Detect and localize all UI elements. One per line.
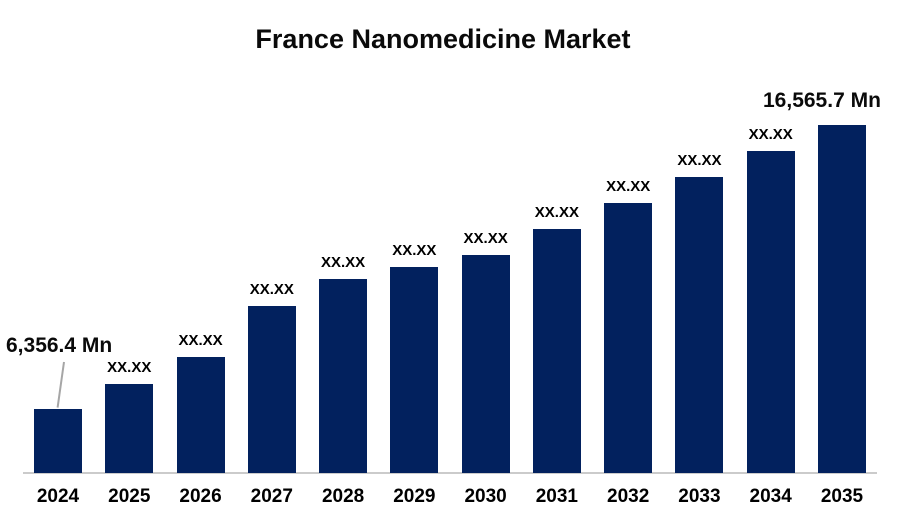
x-axis-label-2035: 2035 xyxy=(820,486,864,507)
x-axis-label-2026: 2026 xyxy=(179,486,222,507)
bar-2024 xyxy=(34,409,82,473)
bar-value-label-2030: XX.XX xyxy=(463,230,508,247)
x-axis-label-2024: 2024 xyxy=(36,486,80,507)
bar-2034 xyxy=(746,151,795,473)
x-axis-label-2034: 2034 xyxy=(749,486,792,507)
bar-value-label-2027: XX.XX xyxy=(249,281,294,298)
x-axis-label-2033: 2033 xyxy=(678,486,721,507)
bar-2035 xyxy=(817,125,866,473)
x-axis-label-2028: 2028 xyxy=(321,486,365,507)
bar-2032 xyxy=(604,203,653,473)
bar-value-label-2025: XX.XX xyxy=(107,359,152,376)
callout-leader-line xyxy=(56,361,65,408)
bar-2033 xyxy=(675,177,724,473)
bar-2025 xyxy=(105,384,154,473)
chart-title: France Nanomedicine Market xyxy=(255,24,631,54)
x-axis-label-2025: 2025 xyxy=(108,486,151,507)
x-axis-label-2030: 2030 xyxy=(464,486,507,507)
bar-2031 xyxy=(532,229,581,473)
x-axis-label-2027: 2027 xyxy=(250,486,293,507)
bar-value-label-2031: XX.XX xyxy=(534,204,579,221)
bar-2026 xyxy=(176,357,225,473)
x-axis-label-2029: 2029 xyxy=(393,486,436,507)
bar-value-label-2032: XX.XX xyxy=(606,178,651,195)
last-bar-value-label: 16,565.7 Mn xyxy=(763,89,881,112)
x-axis-label-2031: 2031 xyxy=(535,486,579,507)
x-axis-label-2032: 2032 xyxy=(607,486,650,507)
bar-2030 xyxy=(461,255,510,473)
bar-value-label-2033: XX.XX xyxy=(677,152,722,169)
bar-value-label-2029: XX.XX xyxy=(392,242,437,259)
bar-value-label-2028: XX.XX xyxy=(320,254,366,271)
bar-value-label-2026: XX.XX xyxy=(178,332,223,349)
x-axis-line xyxy=(23,472,877,474)
bar-2029 xyxy=(390,267,439,473)
first-bar-value-label: 6,356.4 Mn xyxy=(6,334,113,357)
bar-value-label-2034: XX.XX xyxy=(748,126,793,143)
bar-2027 xyxy=(247,306,296,473)
bar-2028 xyxy=(319,279,368,473)
